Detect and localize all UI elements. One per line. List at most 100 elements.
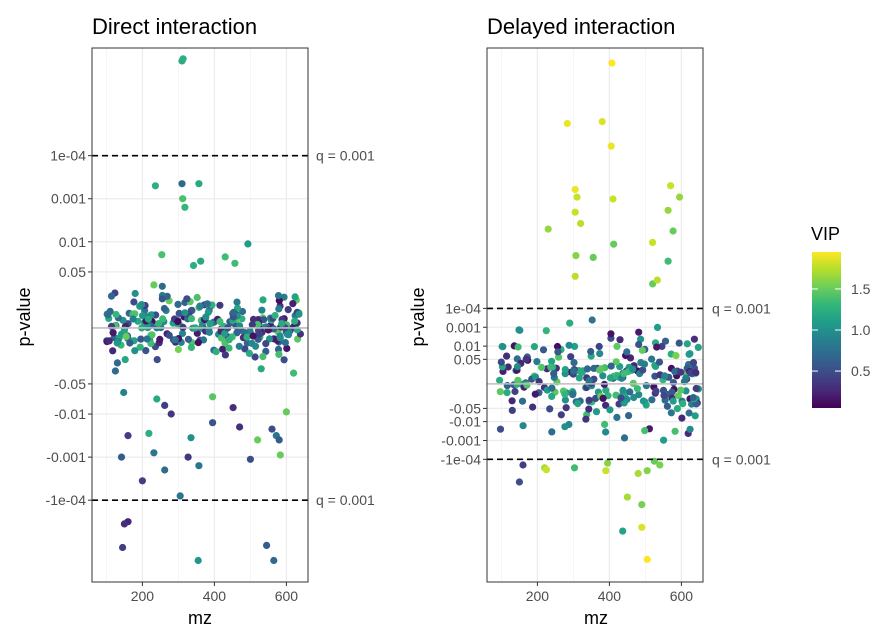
data-point xyxy=(587,347,595,356)
data-point xyxy=(571,342,579,350)
data-point xyxy=(496,425,505,433)
data-point xyxy=(153,395,161,403)
data-point xyxy=(209,393,217,401)
data-point xyxy=(692,384,700,393)
data-point xyxy=(561,396,570,404)
y-tick-label: -0.001 xyxy=(441,432,481,448)
data-point xyxy=(256,330,264,338)
data-point xyxy=(179,55,187,63)
data-point xyxy=(254,320,262,329)
data-point xyxy=(205,328,213,336)
data-point xyxy=(669,227,677,235)
data-point xyxy=(649,238,657,246)
data-point xyxy=(160,304,168,313)
data-point xyxy=(119,543,127,552)
data-point xyxy=(685,409,693,417)
data-point xyxy=(144,315,152,323)
data-point xyxy=(216,301,224,309)
data-point xyxy=(660,436,668,444)
data-point xyxy=(289,300,297,308)
panel-border xyxy=(91,47,309,583)
data-point xyxy=(233,329,241,337)
plot-area xyxy=(487,48,703,582)
data-point xyxy=(590,364,598,372)
data-point xyxy=(290,369,298,377)
data-point xyxy=(270,556,278,565)
y-tick-label: 0.001 xyxy=(51,191,86,207)
data-point xyxy=(582,415,590,423)
data-point xyxy=(588,316,596,324)
data-point xyxy=(561,423,569,431)
data-point xyxy=(275,350,283,358)
data-point xyxy=(675,339,683,347)
data-point xyxy=(295,310,303,318)
data-point xyxy=(131,347,139,355)
data-point xyxy=(122,332,130,341)
data-point xyxy=(497,358,505,366)
data-point xyxy=(187,343,195,352)
data-point xyxy=(513,363,522,371)
data-point xyxy=(275,436,283,444)
y-tick-label: 0.01 xyxy=(59,234,86,250)
data-point xyxy=(575,374,583,382)
data-point xyxy=(565,341,573,349)
data-point xyxy=(641,427,649,435)
data-point xyxy=(503,352,511,360)
data-point xyxy=(105,337,113,345)
data-point xyxy=(635,328,643,336)
data-point xyxy=(197,257,205,265)
data-point xyxy=(158,251,166,259)
data-point xyxy=(585,396,593,404)
data-point xyxy=(542,466,551,474)
data-point xyxy=(187,315,196,323)
data-point xyxy=(570,367,578,375)
data-point xyxy=(671,427,679,435)
data-point xyxy=(529,403,537,411)
data-point xyxy=(677,386,685,394)
data-point xyxy=(585,377,593,385)
data-point xyxy=(184,453,192,461)
data-point xyxy=(508,406,516,414)
panel-title: Delayed interaction xyxy=(487,14,675,39)
data-point xyxy=(678,414,686,422)
data-point xyxy=(516,326,524,334)
data-point xyxy=(233,298,241,306)
data-point xyxy=(619,527,627,535)
data-point xyxy=(623,348,631,356)
data-point xyxy=(563,119,571,128)
legend-tick-label: 0.5 xyxy=(851,363,871,379)
y-axis-label: p-value xyxy=(408,287,428,346)
x-tick-label: 200 xyxy=(526,588,550,604)
data-point xyxy=(538,363,546,371)
data-point xyxy=(546,405,554,413)
data-point xyxy=(530,343,539,351)
data-point xyxy=(607,142,615,150)
data-point xyxy=(178,329,187,337)
data-point xyxy=(548,428,556,436)
legend-title: VIP xyxy=(811,224,840,244)
data-point xyxy=(235,342,243,350)
data-point xyxy=(629,365,637,373)
data-point xyxy=(274,292,283,300)
data-point xyxy=(638,346,646,354)
data-point xyxy=(592,408,601,416)
data-point xyxy=(660,391,668,400)
data-point xyxy=(667,182,675,190)
data-point xyxy=(633,385,642,393)
data-point xyxy=(571,185,579,194)
data-point xyxy=(243,333,251,341)
data-point xyxy=(254,335,262,343)
data-point xyxy=(113,359,121,367)
data-point xyxy=(669,379,678,387)
data-point xyxy=(607,330,615,338)
data-point xyxy=(259,353,267,361)
data-point xyxy=(280,356,288,364)
points xyxy=(103,55,304,565)
legend-tick-label: 1.0 xyxy=(851,322,871,338)
data-point xyxy=(244,240,252,248)
y-tick-label: -1e-04 xyxy=(441,451,482,467)
data-point xyxy=(533,358,541,366)
x-tick-label: 600 xyxy=(275,588,299,604)
data-point xyxy=(689,359,698,367)
legend-tick-label: 1.5 xyxy=(851,281,871,297)
